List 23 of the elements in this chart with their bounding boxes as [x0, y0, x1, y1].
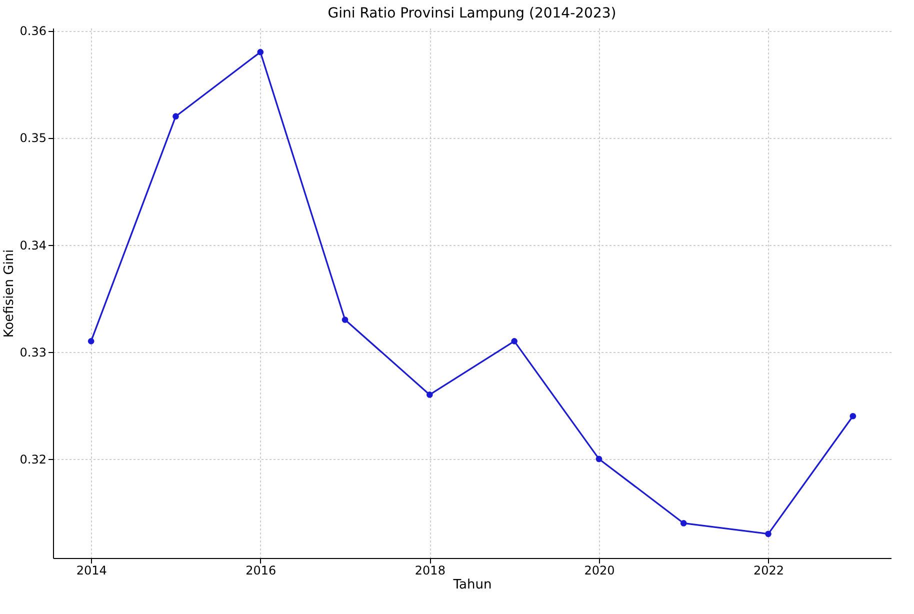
y-tick-label: 0.35 [20, 131, 46, 146]
y-tick-label: 0.32 [20, 452, 46, 466]
point [765, 530, 772, 538]
x-tick-label: 2020 [584, 564, 615, 578]
point [680, 520, 687, 526]
point [426, 392, 433, 398]
point [172, 113, 179, 120]
point [88, 338, 94, 344]
x-tick-label: 2018 [414, 564, 446, 578]
point [850, 412, 856, 420]
point [342, 316, 348, 323]
y-tick-label: 0.34 [20, 238, 46, 252]
point [511, 338, 518, 344]
y-axis-title: Koefisien Gini [2, 249, 17, 338]
y-tick-label: 0.36 [20, 24, 46, 38]
x-axis-title: Tahun [452, 578, 492, 592]
y-tick-label: 0.33 [20, 345, 46, 360]
point [257, 48, 264, 56]
point [596, 456, 602, 462]
x-tick-label: 2016 [246, 564, 276, 578]
x-tick-label: 2022 [753, 564, 784, 578]
x-tick-label: 2014 [76, 564, 107, 578]
chart-title: Gini Ratio Provinsi Lampung (2014-2023) [328, 6, 616, 22]
